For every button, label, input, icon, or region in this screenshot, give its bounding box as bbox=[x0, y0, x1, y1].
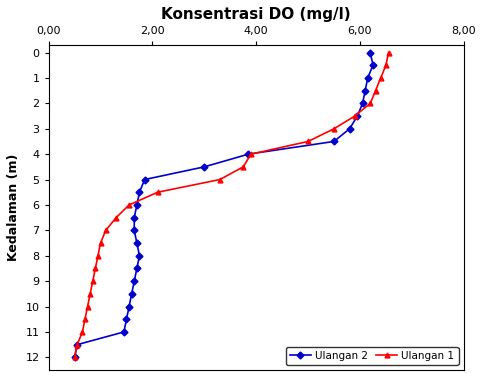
Ulangan 1 bbox=[331, 126, 337, 131]
Ulangan 1 bbox=[155, 190, 160, 195]
Ulangan 2 bbox=[131, 215, 137, 220]
Ulangan 1 bbox=[113, 215, 119, 220]
Ulangan 2 bbox=[370, 63, 376, 67]
Ulangan 1 bbox=[248, 152, 254, 156]
Ulangan 1 bbox=[305, 139, 311, 144]
Ulangan 1 bbox=[385, 50, 391, 55]
Ulangan 2 bbox=[137, 253, 142, 258]
Ulangan 1 bbox=[98, 241, 103, 245]
Ulangan 2 bbox=[131, 279, 137, 284]
Ulangan 1 bbox=[368, 101, 373, 106]
Ulangan 2 bbox=[74, 342, 80, 347]
Ulangan 1 bbox=[85, 304, 90, 309]
Ulangan 2 bbox=[134, 241, 140, 245]
Ulangan 2 bbox=[360, 101, 366, 106]
Ulangan 2 bbox=[134, 203, 140, 207]
Ulangan 2 bbox=[134, 266, 140, 271]
Ulangan 2 bbox=[142, 177, 147, 182]
Ulangan 2 bbox=[121, 330, 127, 334]
Ulangan 1 bbox=[383, 63, 389, 67]
Line: Ulangan 2: Ulangan 2 bbox=[72, 50, 375, 360]
Ulangan 2 bbox=[137, 190, 142, 195]
Ulangan 2 bbox=[362, 88, 368, 93]
Line: Ulangan 1: Ulangan 1 bbox=[72, 50, 391, 360]
Ulangan 1 bbox=[87, 291, 93, 296]
Ulangan 1 bbox=[126, 203, 132, 207]
Y-axis label: Kedalaman (m): Kedalaman (m) bbox=[7, 154, 20, 261]
Ulangan 2 bbox=[71, 355, 77, 360]
Ulangan 2 bbox=[131, 228, 137, 233]
Ulangan 1 bbox=[217, 177, 223, 182]
Ulangan 2 bbox=[124, 317, 129, 322]
Ulangan 1 bbox=[82, 317, 88, 322]
Title: Konsentrasi DO (mg/l): Konsentrasi DO (mg/l) bbox=[161, 7, 351, 22]
Ulangan 1 bbox=[95, 253, 101, 258]
Ulangan 2 bbox=[368, 50, 373, 55]
Ulangan 1 bbox=[373, 88, 379, 93]
Ulangan 2 bbox=[129, 291, 135, 296]
Ulangan 2 bbox=[331, 139, 337, 144]
Ulangan 1 bbox=[90, 279, 96, 284]
Ulangan 2 bbox=[365, 76, 370, 80]
Legend: Ulangan 2, Ulangan 1: Ulangan 2, Ulangan 1 bbox=[286, 346, 458, 365]
Ulangan 1 bbox=[378, 76, 384, 80]
Ulangan 2 bbox=[201, 165, 207, 169]
Ulangan 1 bbox=[103, 228, 109, 233]
Ulangan 2 bbox=[245, 152, 251, 156]
Ulangan 1 bbox=[241, 165, 246, 169]
Ulangan 2 bbox=[355, 114, 360, 118]
Ulangan 2 bbox=[126, 304, 132, 309]
Ulangan 1 bbox=[71, 355, 77, 360]
Ulangan 2 bbox=[347, 126, 353, 131]
Ulangan 1 bbox=[74, 342, 80, 347]
Ulangan 1 bbox=[352, 114, 358, 118]
Ulangan 1 bbox=[80, 330, 85, 334]
Ulangan 1 bbox=[92, 266, 98, 271]
